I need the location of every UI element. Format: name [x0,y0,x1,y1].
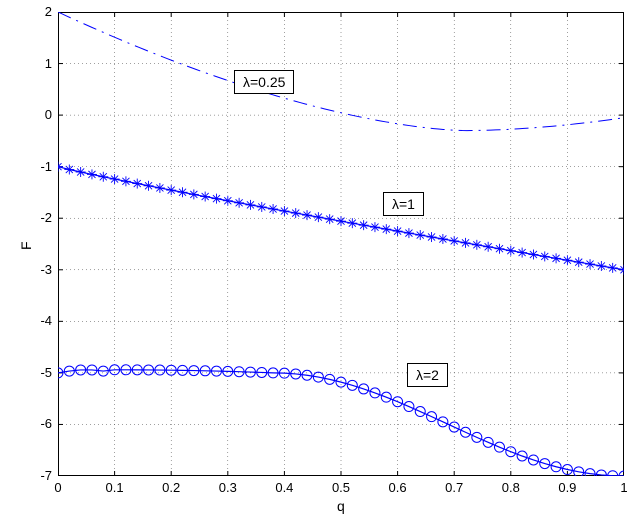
annotation-lambda-2: λ=2 [407,363,448,387]
x-tick-label: 0.3 [216,480,240,495]
x-tick-label: 0.8 [499,480,523,495]
y-tick-label: -5 [40,365,52,380]
y-tick-label: 2 [45,4,52,19]
y-tick-label: -2 [40,210,52,225]
y-tick-label: -3 [40,262,52,277]
y-tick-label: 1 [45,56,52,71]
y-tick-label: -6 [40,416,52,431]
y-tick-label: -1 [40,159,52,174]
annotation-lambda-025: λ=0.25 [234,70,294,94]
x-tick-label: 0.5 [329,480,353,495]
plot-area [58,12,624,476]
y-axis-label: F [18,241,34,250]
x-tick-label: 0.2 [159,480,183,495]
x-tick-label: 1 [612,480,636,495]
x-tick-label: 0.7 [442,480,466,495]
y-tick-label: 0 [45,107,52,122]
series-lambda_0_25 [58,12,624,131]
x-tick-label: 0.4 [272,480,296,495]
grid [58,12,624,476]
x-tick-label: 0.6 [386,480,410,495]
plot-svg [58,12,624,476]
y-tick-label: -7 [40,468,52,483]
x-tick-label: 0.9 [555,480,579,495]
y-tick-label: -4 [40,313,52,328]
annotation-lambda-1: λ=1 [383,192,424,216]
x-axis-label: q [337,498,345,514]
figure: 0 0.1 0.2 0.3 0.4 0.5 0.6 0.7 0.8 0.9 1 -7 -6 -5 -4 -3 -… [0,0,640,523]
x-tick-label: 0.1 [103,480,127,495]
